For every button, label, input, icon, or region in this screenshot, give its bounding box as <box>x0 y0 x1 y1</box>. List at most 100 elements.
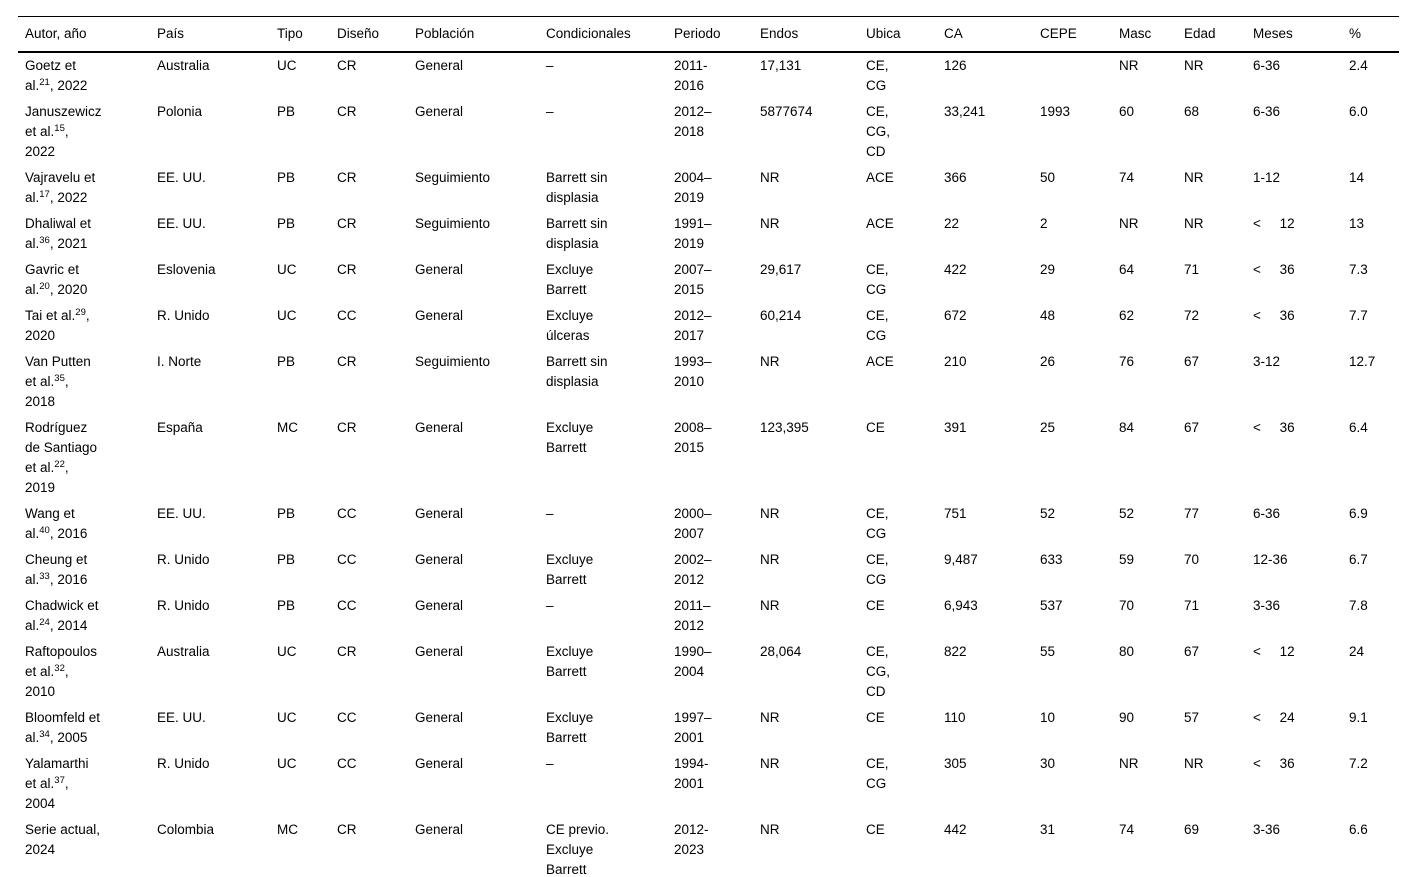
cell-masc: 59 <box>1119 552 1135 567</box>
cell-autor: Wang et al.40, 2016 <box>18 501 150 547</box>
author-text: Dhaliwal et al. <box>25 216 92 251</box>
cell-pais: R. Unido <box>157 756 210 771</box>
table-row: Wang et al.40, 2016 EE. UU. PB CC General – 20… <box>18 501 1399 547</box>
cell-edad: 77 <box>1184 506 1200 521</box>
table-row: Yalamarthi et al.37, 2004 R. Unido UC CC Gen… <box>18 751 1399 817</box>
reference-superscript: 15 <box>54 123 65 134</box>
cell-condicionales: Excluye úlceras <box>546 308 594 343</box>
cell-meses: 6-36 <box>1253 506 1281 521</box>
cell-ca: 305 <box>944 756 967 771</box>
cell-diseno: CR <box>337 216 357 231</box>
cell-pct: 7.8 <box>1349 598 1368 613</box>
cell-pais: Australia <box>157 644 210 659</box>
cell-condicionales: Excluye Barrett <box>546 644 594 679</box>
cell-poblacion: General <box>415 262 464 277</box>
column-header-periodo: Periodo <box>674 26 721 41</box>
cell-meses: < 36 <box>1253 308 1295 323</box>
cell-poblacion: General <box>415 506 464 521</box>
author-year-text: , 2010 <box>25 664 69 699</box>
cell-tipo: UC <box>277 644 297 659</box>
table-row: Raftopoulos et al.32, 2010 Australia UC CR G… <box>18 639 1399 705</box>
table-header: Autor, año País Tipo Diseño Población Condici… <box>18 17 1399 52</box>
cell-cepe: 55 <box>1040 644 1056 659</box>
cell-pais: EE. UU. <box>157 710 206 725</box>
cell-poblacion: General <box>415 822 464 837</box>
cell-endos: 5877674 <box>760 104 813 119</box>
cell-ubica: CE <box>866 822 885 837</box>
cell-meses: 6-36 <box>1253 58 1281 73</box>
cell-diseno: CC <box>337 552 357 567</box>
cell-tipo: PB <box>277 354 296 369</box>
cell-endos: 29,617 <box>760 262 802 277</box>
author-text: Rodríguez de Santiago et al. <box>25 420 98 475</box>
cell-tipo: MC <box>277 822 298 837</box>
cell-condicionales: Excluye Barrett <box>546 420 594 455</box>
cell-diseno: CR <box>337 104 357 119</box>
cell-condicionales: Excluye Barrett <box>546 552 594 587</box>
studies-table: Autor, año País Tipo Diseño Población Condici… <box>18 16 1399 877</box>
cell-endos: NR <box>760 506 780 521</box>
cell-diseno: CR <box>337 420 357 435</box>
cell-ca: 822 <box>944 644 967 659</box>
cell-tipo: PB <box>277 598 296 613</box>
cell-ubica: CE, CG <box>866 552 889 587</box>
table-row: Vajravelu et al.17, 2022 EE. UU. PB CR Segui… <box>18 165 1399 211</box>
cell-pais: Eslovenia <box>157 262 216 277</box>
cell-diseno: CR <box>337 58 357 73</box>
cell-poblacion: General <box>415 58 464 73</box>
reference-superscript: 33 <box>39 571 50 582</box>
column-header-tipo: Tipo <box>277 26 303 41</box>
cell-edad: NR <box>1184 756 1204 771</box>
cell-ca: 110 <box>944 710 966 725</box>
cell-ca: 442 <box>944 822 967 837</box>
cell-tipo: PB <box>277 216 296 231</box>
cell-masc: 80 <box>1119 644 1135 659</box>
table-row: Bloomfeld et al.34, 2005 EE. UU. UC CC Gener… <box>18 705 1399 751</box>
cell-tipo: PB <box>277 552 296 567</box>
cell-masc: NR <box>1119 756 1139 771</box>
cell-cepe: 25 <box>1040 420 1056 435</box>
author-text: Goetz et al. <box>25 58 77 93</box>
cell-cepe: 52 <box>1040 506 1056 521</box>
cell-pais: R. Unido <box>157 308 210 323</box>
author-year-text: , 2014 <box>49 618 88 633</box>
author-text: Van Putten et al. <box>25 354 91 389</box>
cell-periodo: 2012– 2017 <box>674 308 712 343</box>
author-year-text: , 2022 <box>49 190 88 205</box>
cell-edad: 67 <box>1184 354 1200 369</box>
cell-pct: 9.1 <box>1349 710 1368 725</box>
cell-cepe: 48 <box>1040 308 1056 323</box>
cell-ubica: CE, CG <box>866 262 889 297</box>
cell-meses: < 24 <box>1253 710 1295 725</box>
cell-periodo: 2000– 2007 <box>674 506 712 541</box>
cell-pais: EE. UU. <box>157 170 206 185</box>
cell-ca: 126 <box>944 58 967 73</box>
cell-autor: Chadwick et al.24, 2014 <box>18 593 150 639</box>
cell-pct: 6.7 <box>1349 552 1368 567</box>
cell-poblacion: General <box>415 644 464 659</box>
cell-masc: NR <box>1119 216 1139 231</box>
cell-periodo: 2007– 2015 <box>674 262 712 297</box>
cell-pais: España <box>157 420 203 435</box>
table-row: Serie actual, 2024 Colombia MC CR General CE … <box>18 817 1399 877</box>
cell-autor: Januszewicz et al.15, 2022 <box>18 99 150 165</box>
cell-meses: 3-12 <box>1253 354 1281 369</box>
cell-edad: 67 <box>1184 644 1200 659</box>
cell-autor: Cheung et al.33, 2016 <box>18 547 150 593</box>
cell-meses: < 36 <box>1253 756 1295 771</box>
cell-endos: NR <box>760 216 780 231</box>
author-text: Gavric et al. <box>25 262 80 297</box>
cell-ubica: CE, CG, CD <box>866 644 891 699</box>
table-row: Gavric et al.20, 2020 Eslovenia UC CR Genera… <box>18 257 1399 303</box>
cell-poblacion: General <box>415 756 464 771</box>
cell-condicionales: Barrett sin displasia <box>546 354 608 389</box>
reference-superscript: 32 <box>54 663 65 674</box>
cell-pais: Colombia <box>157 822 215 837</box>
cell-pais: R. Unido <box>157 598 210 613</box>
cell-tipo: PB <box>277 506 296 521</box>
cell-meses: < 36 <box>1253 262 1295 277</box>
cell-pct: 6.4 <box>1349 420 1368 435</box>
author-year-text: , 2020 <box>49 282 88 297</box>
cell-ubica: CE <box>866 598 885 613</box>
cell-ca: 22 <box>944 216 960 231</box>
